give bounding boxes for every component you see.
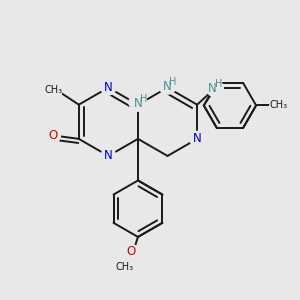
Text: H: H (140, 94, 147, 104)
Circle shape (46, 128, 60, 143)
Text: N: N (104, 149, 113, 162)
Circle shape (159, 76, 176, 94)
Text: CH₃: CH₃ (116, 262, 134, 272)
Circle shape (190, 131, 205, 146)
Text: N: N (208, 82, 217, 95)
Circle shape (270, 97, 288, 114)
Text: CH₃: CH₃ (44, 85, 62, 95)
Circle shape (101, 148, 116, 164)
Text: O: O (48, 129, 58, 142)
Circle shape (116, 258, 134, 276)
Circle shape (207, 80, 223, 97)
Text: N: N (104, 81, 113, 94)
Text: H: H (215, 79, 222, 89)
Circle shape (44, 81, 62, 99)
Circle shape (129, 93, 147, 111)
Text: CH₃: CH₃ (270, 100, 288, 110)
Text: N: N (134, 97, 142, 110)
Text: N: N (193, 132, 202, 146)
Circle shape (124, 244, 139, 259)
Text: N: N (163, 80, 172, 93)
Text: O: O (127, 245, 136, 258)
Text: H: H (169, 77, 177, 87)
Circle shape (101, 80, 116, 95)
